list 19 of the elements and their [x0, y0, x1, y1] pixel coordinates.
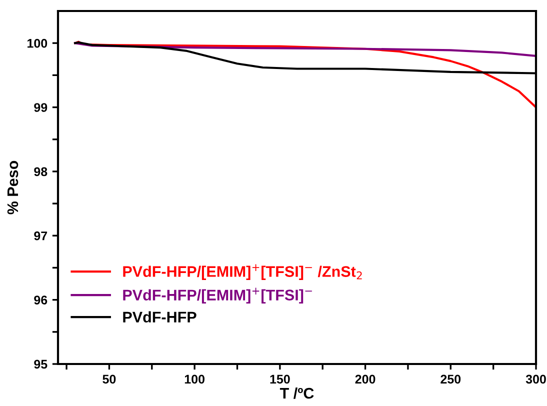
y-axis-title: % Peso — [7, 160, 18, 214]
legend-label: PVdF-HFP/[EMIM]$^{+}$[TFSI]$^{−}$ — [123, 288, 312, 304]
y-tick-label: 97 — [34, 231, 48, 240]
line-series — [74, 40, 536, 108]
legend-label: PVdF-HFP — [123, 311, 196, 323]
x-tick-label: 100 — [184, 374, 204, 384]
y-tick-label: 96 — [34, 296, 48, 304]
legend-label: PVdF-HFP/[EMIM]$^{+}$[TFSI]$^{−}$ /ZnSt$_{2}$ — [123, 264, 362, 280]
line-series — [74, 42, 536, 57]
x-tick-label: 150 — [270, 374, 290, 384]
x-axis-title: T /ºC — [280, 387, 314, 399]
x-tick-label: 50 — [102, 374, 116, 384]
x-tick-label: 200 — [355, 374, 376, 384]
y-tick-label: 100 — [28, 38, 48, 48]
x-tick-label: 250 — [440, 374, 461, 384]
y-tick-label: 95 — [34, 360, 48, 369]
y-tick-label: 98 — [34, 167, 48, 176]
y-tick-label: 99 — [34, 103, 48, 112]
x-tick-label: 300 — [526, 374, 546, 384]
